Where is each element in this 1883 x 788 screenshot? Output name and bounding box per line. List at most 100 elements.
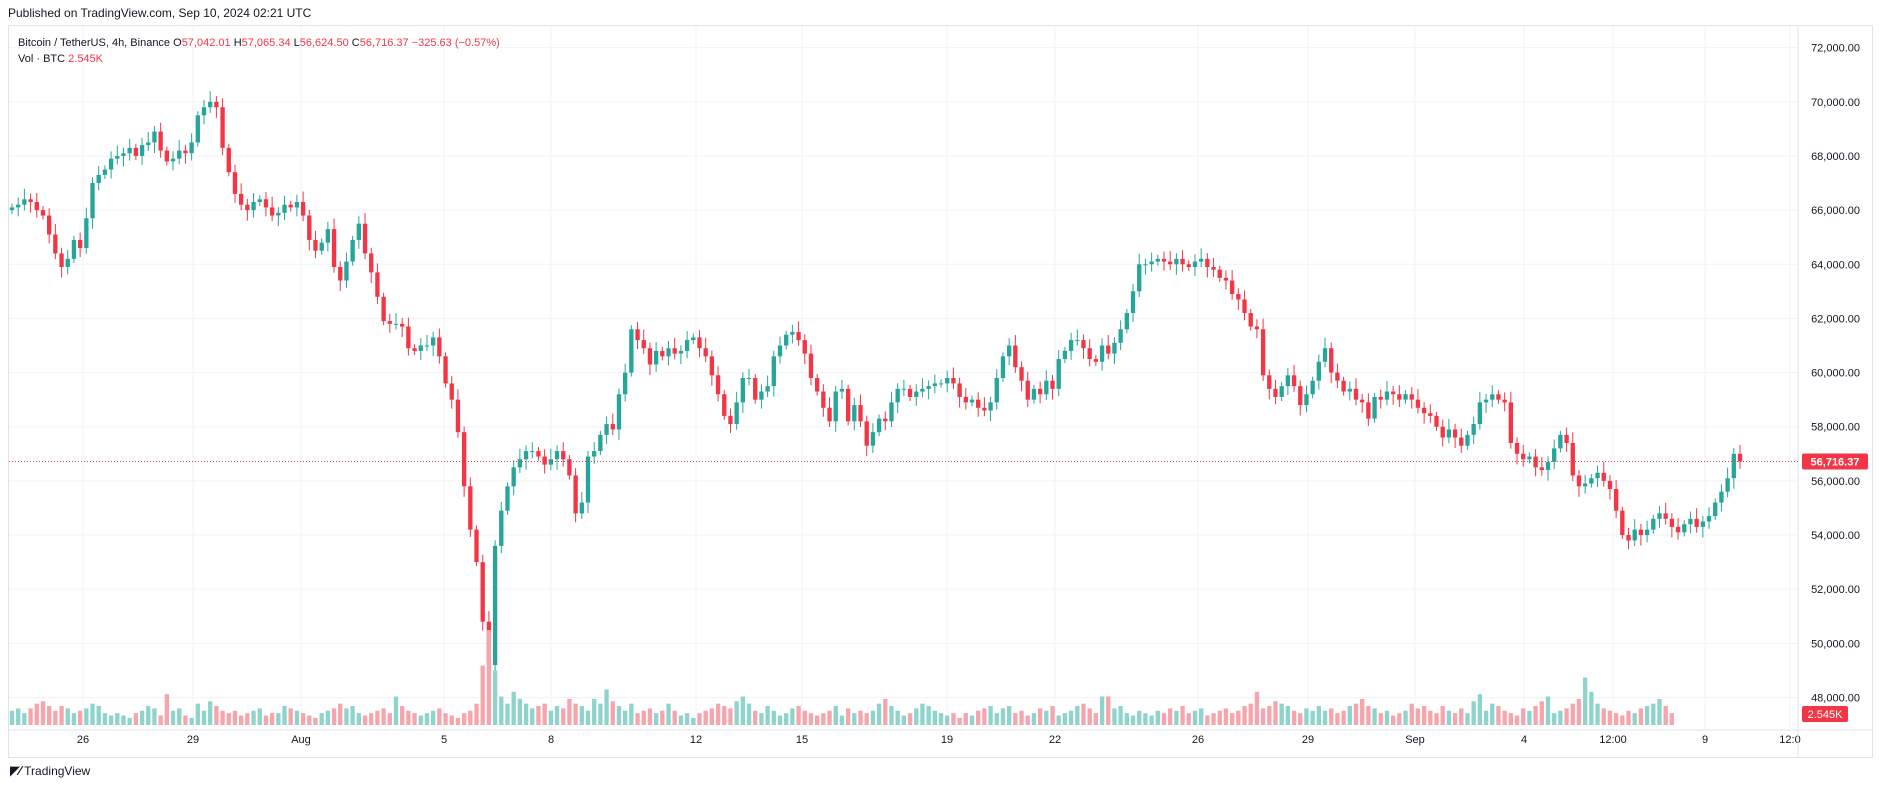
candle-body — [907, 388, 913, 397]
volume-bar — [77, 710, 83, 725]
candle-body — [963, 396, 968, 403]
candle-body — [1657, 513, 1662, 519]
candle-body — [46, 215, 52, 235]
candle-body — [703, 348, 708, 357]
volume-bar — [102, 713, 108, 725]
candle-body — [1273, 388, 1278, 397]
volume-bar — [1360, 698, 1365, 725]
candle-body — [567, 459, 572, 476]
volume-bar — [1496, 706, 1501, 725]
candle-body — [666, 348, 671, 357]
candle-body — [814, 378, 820, 392]
volume-bar — [238, 715, 244, 725]
x-tick-label: 8 — [548, 734, 554, 746]
x-tick-label: 12:0 — [1779, 734, 1800, 746]
candle-body — [1254, 326, 1260, 330]
volume-bar — [858, 710, 863, 725]
candle-body — [449, 383, 454, 400]
candle-body — [839, 388, 845, 392]
volume-bar — [127, 717, 132, 725]
volume-bar — [821, 713, 826, 725]
volume-bar — [833, 706, 838, 725]
volume-bar — [313, 717, 318, 725]
last-price-label: 56,716.37 — [1811, 456, 1860, 468]
candle-body — [1050, 380, 1055, 389]
candle-body — [1229, 280, 1235, 295]
candle-body — [121, 153, 126, 156]
legend-volume-label[interactable]: Vol · BTC — [18, 53, 66, 65]
volume-bar — [622, 710, 628, 725]
candle-body — [492, 545, 498, 666]
volume-bar — [1168, 708, 1173, 725]
volume-bar — [511, 691, 516, 725]
candle-body — [988, 402, 993, 411]
candle-body — [474, 529, 479, 563]
volume-bar — [1490, 703, 1495, 725]
y-tick-label: 62,000.00 — [1811, 313, 1860, 325]
candle-body — [1539, 467, 1544, 471]
candle-body — [833, 391, 838, 422]
candle-body — [523, 451, 529, 460]
legend-symbol[interactable]: Bitcoin / TetherUS, 4h, Binance — [18, 37, 171, 49]
candle-body — [1174, 258, 1179, 265]
candle-body — [579, 502, 584, 514]
legend-close-label: C — [351, 37, 360, 49]
volume-bar — [889, 706, 894, 725]
y-tick-label: 70,000.00 — [1811, 97, 1860, 109]
volume-bar — [1527, 710, 1532, 725]
candle-body — [1130, 291, 1136, 314]
volume-bar — [1198, 708, 1204, 725]
last-volume-label: 2.545K — [1808, 709, 1844, 721]
candle-body — [183, 150, 188, 154]
candle-body — [1353, 388, 1359, 400]
candle-body — [480, 562, 485, 622]
volume-bar — [567, 698, 572, 725]
candle-body — [170, 158, 176, 162]
volume-bar — [406, 710, 411, 725]
volume-bar — [139, 710, 145, 725]
volume-bar — [920, 703, 925, 725]
candle-body — [883, 418, 888, 422]
x-tick-label: Aug — [291, 734, 311, 746]
tradingview-footer[interactable]: ◤⁄ TradingView — [10, 763, 90, 779]
candle-body — [592, 451, 597, 457]
candle-body — [1217, 269, 1222, 278]
footer-brand: TradingView — [24, 764, 91, 778]
candle-body — [1552, 448, 1557, 462]
candle-body — [1644, 529, 1650, 536]
volume-bar — [201, 710, 207, 725]
volume-bar — [1267, 706, 1272, 725]
candle-body — [1031, 388, 1037, 400]
candle-body — [1558, 434, 1563, 449]
volume-bar — [170, 710, 176, 725]
candle-body — [938, 383, 944, 385]
candle-body — [238, 193, 244, 205]
volume-bar — [1310, 710, 1315, 725]
volume-bar — [1068, 710, 1074, 725]
volume-bar — [876, 703, 882, 725]
candle-body — [1118, 329, 1123, 343]
candle-body — [1452, 429, 1458, 438]
volume-bar — [375, 710, 380, 725]
volume-bar — [895, 710, 900, 725]
candle-body — [1737, 453, 1743, 462]
candle-body — [1316, 361, 1322, 381]
candle-body — [802, 340, 807, 354]
volume-bar — [1521, 708, 1526, 725]
candle-body — [598, 434, 603, 452]
volume-bar — [294, 710, 300, 725]
candle-body — [300, 202, 306, 216]
candle-body — [542, 456, 547, 465]
volume-bar — [1459, 708, 1464, 725]
volume-bar — [282, 706, 287, 725]
candle-body — [232, 172, 238, 194]
chart-frame[interactable] — [8, 25, 1873, 758]
volume-bar — [1161, 713, 1167, 725]
candle-body — [1019, 367, 1024, 381]
candle-body — [647, 348, 653, 365]
volume-bar — [1434, 713, 1439, 725]
candle-body — [1211, 266, 1216, 270]
candle-body — [982, 407, 987, 411]
volume-bar — [22, 713, 27, 725]
